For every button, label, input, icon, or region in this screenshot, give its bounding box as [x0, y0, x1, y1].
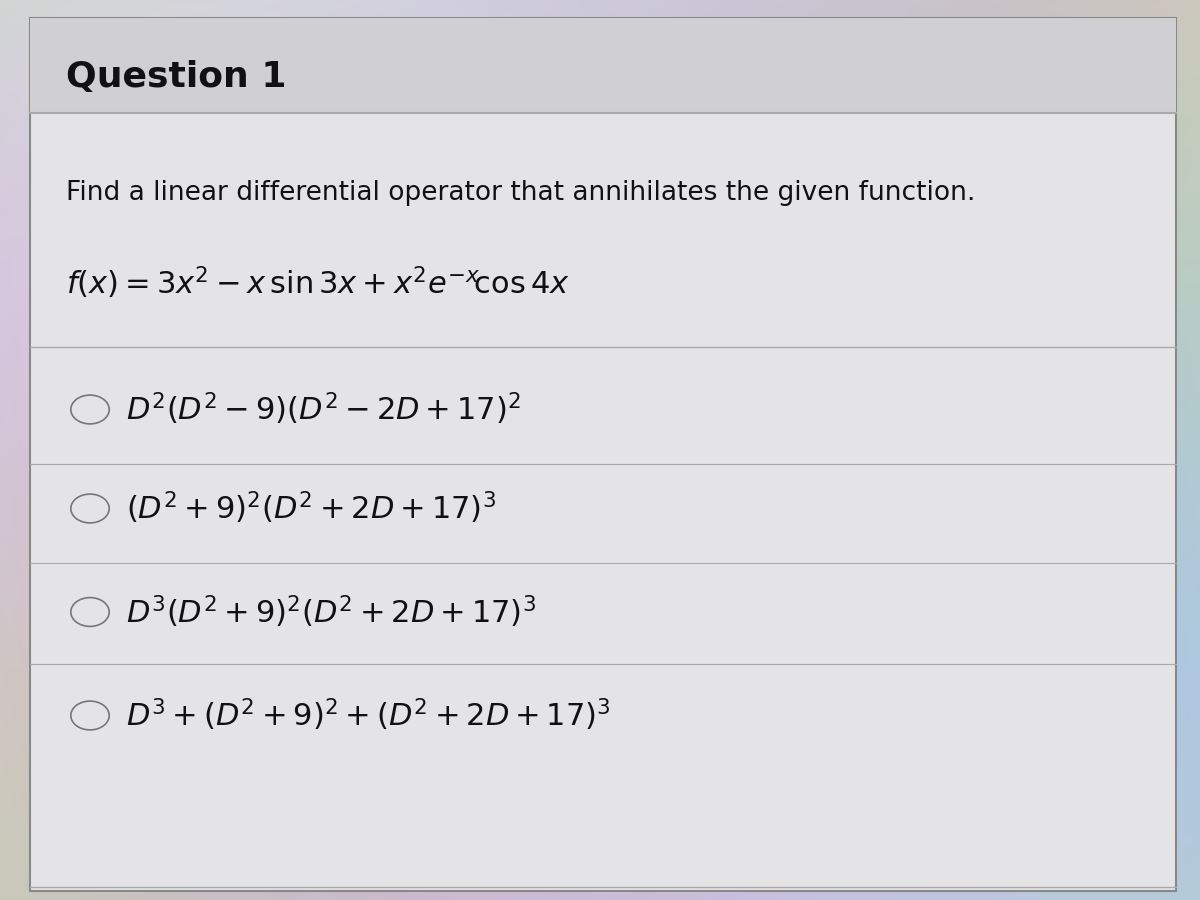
Text: $D^3 + (D^2 + 9)^2 + (D^2 + 2D + 17)^3$: $D^3 + (D^2 + 9)^2 + (D^2 + 2D + 17)^3$: [126, 698, 611, 733]
Text: $D^3(D^2 + 9)^2(D^2 + 2D + 17)^3$: $D^3(D^2 + 9)^2(D^2 + 2D + 17)^3$: [126, 594, 536, 630]
Text: $(D^2 + 9)^2(D^2 + 2D + 17)^3$: $(D^2 + 9)^2(D^2 + 2D + 17)^3$: [126, 491, 496, 526]
Text: Find a linear differential operator that annihilates the given function.: Find a linear differential operator that…: [66, 181, 976, 206]
Text: Question 1: Question 1: [66, 59, 287, 94]
Text: $f(x) = 3x^2 - x\,\sin 3x + x^2 e^{-x}\!\cos 4x$: $f(x) = 3x^2 - x\,\sin 3x + x^2 e^{-x}\!…: [66, 266, 570, 302]
Text: $D^2(D^2 - 9)(D^2 - 2D + 17)^2$: $D^2(D^2 - 9)(D^2 - 2D + 17)^2$: [126, 392, 521, 428]
Bar: [30, 18, 1176, 112]
